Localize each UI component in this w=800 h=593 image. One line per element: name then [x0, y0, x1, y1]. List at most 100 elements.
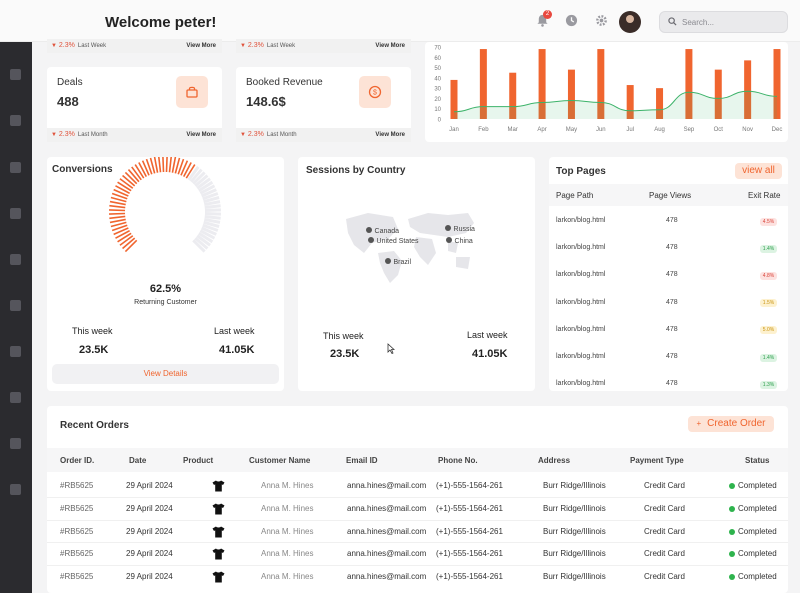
clock-icon[interactable] — [565, 14, 578, 27]
gauge-segment — [162, 157, 165, 173]
trend-period: Last Month — [77, 132, 108, 138]
trend-period: Last Month — [266, 132, 297, 138]
order-status: Completed — [729, 572, 777, 581]
map-marker-brazil[interactable]: Brazil — [385, 256, 411, 266]
bar-jan[interactable] — [450, 79, 458, 119]
gear-icon[interactable] — [595, 14, 608, 27]
exit-rate-badge: 4.8% — [760, 271, 777, 280]
gauge-segment — [204, 211, 222, 216]
top-pages-header-row — [549, 184, 788, 206]
row-divider — [47, 496, 788, 498]
bar-oct[interactable] — [714, 69, 722, 119]
y-tick-label: 20 — [434, 97, 441, 103]
order-status: Completed — [729, 549, 777, 558]
avatar[interactable] — [619, 11, 641, 33]
gauge-segment — [127, 169, 140, 183]
map-marker-russia[interactable]: Russia — [445, 223, 475, 233]
page-path[interactable]: larkon/blog.html — [556, 271, 606, 279]
trend-value: 2.3% — [247, 42, 264, 49]
order-id[interactable]: #RB5625 — [60, 572, 94, 582]
order-id[interactable]: #RB5625 — [60, 481, 94, 490]
row-divider — [47, 565, 788, 567]
sidebar-card-icon[interactable] — [10, 208, 21, 219]
map-marker-china[interactable]: China — [446, 235, 473, 245]
deals-title: Deals — [57, 77, 83, 88]
gauge-segment — [149, 157, 156, 174]
col-phone: Phone No. — [438, 456, 478, 465]
gauge-segment — [138, 162, 148, 178]
order-phone: (+1)-555-1564-261 — [436, 572, 503, 582]
sidebar-list-icon[interactable] — [10, 162, 21, 173]
product-tshirt-icon — [212, 571, 225, 583]
order-id[interactable]: #RB5625 — [60, 526, 94, 536]
bar-may[interactable] — [567, 69, 575, 119]
page-path[interactable]: larkon/blog.html — [556, 353, 606, 360]
map-marker-canada[interactable]: Canada — [366, 225, 399, 235]
view-more-link[interactable]: View More — [186, 43, 216, 49]
view-more-link[interactable]: View More — [375, 132, 405, 138]
view-details-button[interactable]: View Details — [52, 364, 279, 384]
page-path[interactable]: larkon/blog.html — [556, 217, 606, 224]
view-more-link[interactable]: View More — [375, 43, 405, 49]
page-path[interactable]: larkon/blog.html — [556, 325, 606, 333]
gauge-segment — [168, 157, 173, 173]
order-email: anna.hines@mail.com — [347, 549, 427, 559]
bar-nov[interactable] — [744, 60, 752, 119]
view-more-link[interactable]: View More — [186, 132, 216, 138]
gauge-segment — [110, 221, 127, 228]
x-tick-label: Jun — [596, 127, 606, 133]
sidebar-chat-icon[interactable] — [10, 392, 21, 403]
create-order-label: Create Order — [707, 418, 766, 429]
bar-feb[interactable] — [479, 49, 487, 119]
bar-mar[interactable] — [509, 72, 517, 119]
col-order-id: Order ID. — [60, 456, 95, 465]
trend-down-icon: ▼ — [51, 43, 57, 49]
bar-apr[interactable] — [538, 49, 546, 119]
gauge-segment — [171, 157, 177, 173]
gauge-segment — [194, 174, 209, 188]
page-path[interactable]: larkon/blog.html — [556, 298, 606, 306]
gauge-segment — [109, 215, 126, 220]
trend-down-icon: ▼ — [51, 132, 57, 138]
y-tick-label: 50 — [434, 66, 441, 72]
search-placeholder: Search... — [682, 18, 715, 27]
sidebar-settings-icon[interactable] — [10, 346, 21, 357]
bar-aug[interactable] — [656, 88, 664, 119]
page-views: 478 — [666, 244, 678, 252]
gauge-segment — [202, 192, 219, 201]
page-path[interactable]: larkon/blog.html — [556, 380, 606, 388]
col-date: Date — [129, 456, 147, 465]
order-id[interactable]: #RB5625 — [60, 549, 94, 559]
view-all-button[interactable]: view all — [735, 163, 782, 179]
plus-icon: + — [696, 419, 702, 428]
gauge-segment — [204, 200, 221, 207]
sidebar-user-icon[interactable] — [10, 254, 21, 265]
bar-sep[interactable] — [685, 49, 693, 119]
sidebar-people-icon[interactable] — [10, 438, 21, 449]
x-tick-label: Sep — [684, 127, 695, 133]
gauge-segment — [201, 188, 217, 198]
sidebar-bag-icon[interactable] — [10, 69, 21, 80]
order-id[interactable]: #RB5625 — [60, 503, 94, 513]
page-path[interactable]: larkon/blog.html — [556, 244, 606, 252]
sidebar-box-icon[interactable] — [10, 115, 21, 126]
revenue-icon-box: $ — [359, 76, 391, 108]
x-tick-label: Jul — [626, 127, 634, 133]
this-week-value: 23.5K — [79, 344, 109, 356]
status-label: Completed — [738, 549, 777, 559]
line-series-area — [454, 91, 777, 119]
bar-dec[interactable] — [773, 49, 781, 119]
country-label: United States — [376, 238, 419, 245]
sidebar-doc-icon[interactable] — [10, 484, 21, 495]
map-marker-united-states[interactable]: United States — [368, 235, 419, 245]
search-input[interactable]: Search... — [659, 11, 788, 33]
trend-down-icon: ▼ — [240, 132, 246, 138]
bar-jun[interactable] — [597, 49, 605, 119]
sidebar-calendar-icon[interactable] — [10, 300, 21, 311]
gauge-segment — [141, 160, 150, 176]
status-dot-icon — [729, 505, 735, 512]
recent-orders-card: Recent Orders + Create Order Order ID. Da… — [47, 406, 788, 593]
x-tick-label: Feb — [478, 127, 489, 133]
bar-jul[interactable] — [626, 85, 634, 119]
create-order-button[interactable]: + Create Order — [688, 416, 774, 432]
